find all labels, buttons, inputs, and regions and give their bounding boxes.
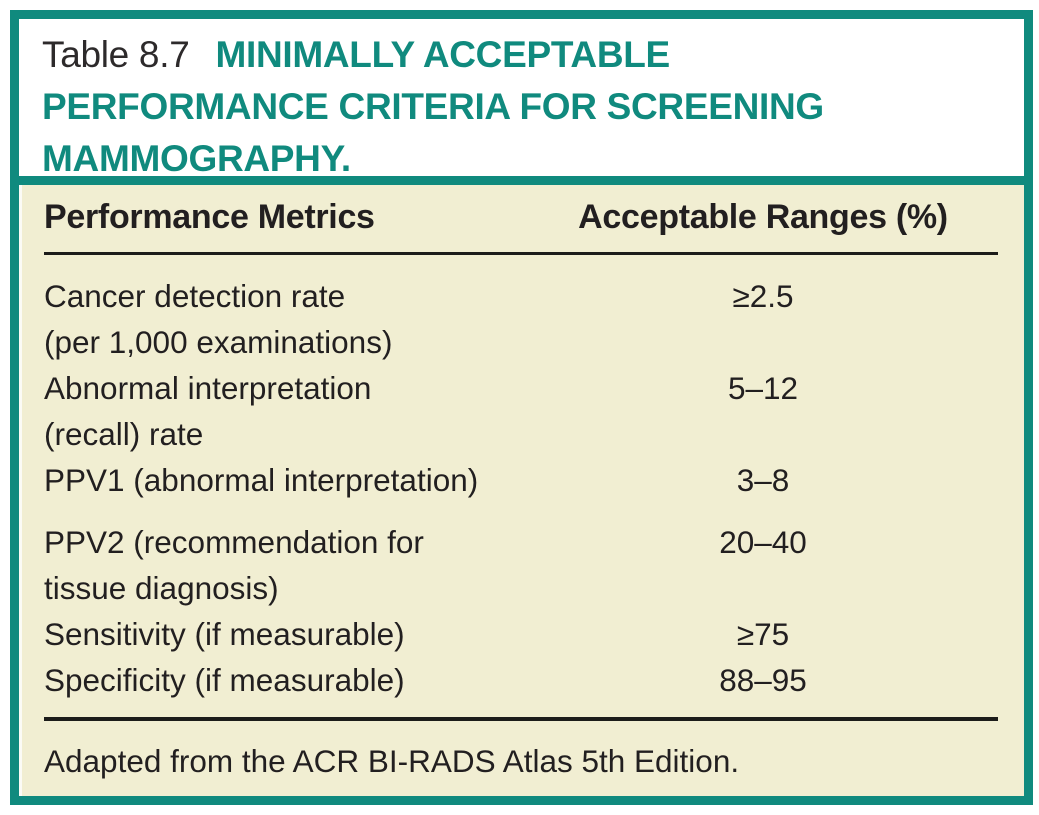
column-header-performance-metrics: Performance Metrics: [44, 198, 375, 236]
metric-cell: PPV1 (abnormal interpretation): [44, 462, 479, 498]
table-rows: Cancer detection rate (per 1,000 examina…: [44, 273, 998, 703]
metric-cell: Specificity (if measurable): [44, 662, 405, 698]
table-number: Table 8.7: [42, 34, 190, 75]
table-body: Performance Metrics Acceptable Ranges (%…: [19, 185, 1024, 796]
table-frame: Table 8.7 MINIMALLY ACCEPTABLE PERFORMANC…: [10, 10, 1033, 805]
table-row: Specificity (if measurable) 88–95: [44, 657, 998, 703]
table-title: MINIMALLY ACCEPTABLE PERFORMANCE CRITERI…: [42, 34, 824, 176]
table-row: Cancer detection rate (per 1,000 examina…: [44, 273, 998, 365]
metric-cell: Abnormal interpretation (recall) rate: [44, 370, 372, 452]
table-row: PPV2 (recommendation for tissue diagnosi…: [44, 519, 998, 611]
caption-body-divider: [19, 176, 1024, 185]
range-cell: 20–40: [719, 524, 807, 560]
metric-cell: Cancer detection rate (per 1,000 examina…: [44, 278, 393, 360]
table-row: PPV1 (abnormal interpretation) 3–8: [44, 457, 998, 503]
range-cell: ≥75: [736, 616, 790, 652]
range-cell: 5–12: [727, 370, 799, 406]
footer-rule: [44, 717, 998, 721]
table-footnote: Adapted from the ACR BI-RADS Atlas 5th E…: [44, 743, 740, 779]
table-row: Sensitivity (if measurable) ≥75: [44, 611, 998, 657]
range-cell: 88–95: [719, 662, 807, 698]
range-cell: ≥2.5: [732, 278, 794, 314]
header-rule: [44, 252, 998, 255]
metric-cell: PPV2 (recommendation for tissue diagnosi…: [44, 524, 424, 606]
metric-cell: Sensitivity (if measurable): [44, 616, 405, 652]
column-header-acceptable-ranges: Acceptable Ranges (%): [578, 198, 948, 236]
table-row: Abnormal interpretation (recall) rate 5–…: [44, 365, 998, 457]
range-cell: 3–8: [736, 462, 790, 498]
table-caption: Table 8.7 MINIMALLY ACCEPTABLE PERFORMANC…: [19, 19, 1024, 176]
table-header-row: Performance Metrics Acceptable Ranges (%…: [44, 197, 998, 237]
